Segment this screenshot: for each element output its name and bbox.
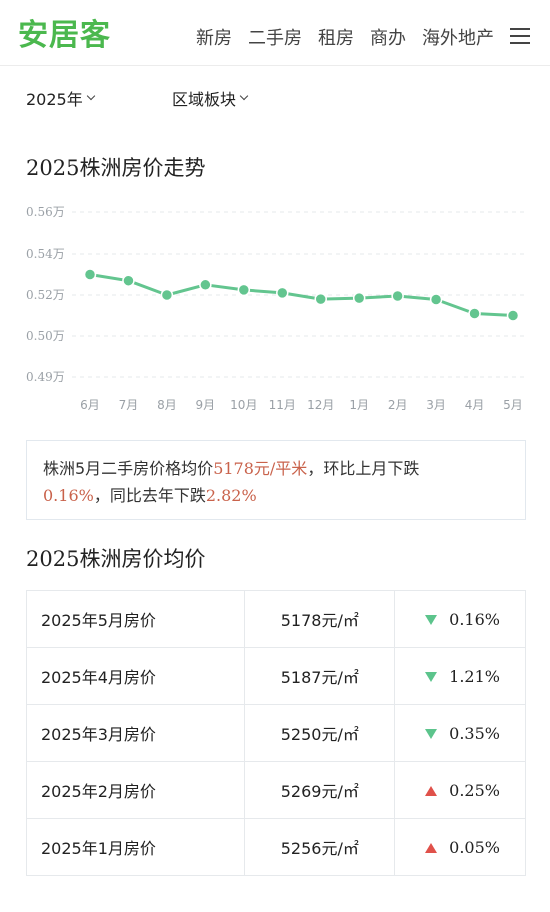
data-point[interactable] [276, 286, 289, 300]
triangle-down-icon [425, 615, 438, 625]
y-tick-label: 0.50万 [26, 329, 65, 343]
table-row[interactable]: 2025年1月房价 5256元/㎡ 0.05% [25, 818, 526, 876]
data-point[interactable] [314, 292, 327, 306]
y-tick-label: 0.49万 [26, 370, 65, 384]
triangle-up-icon [425, 786, 438, 796]
row-change: 0.05% [394, 818, 526, 876]
x-tick-label: 11月 [269, 398, 296, 412]
price-summary: 株洲5月二手房价格均价5178元/平米，环比上月下跌 0.16%，同比去年下跌2… [26, 440, 526, 520]
nav-new-homes[interactable]: 新房 [196, 28, 232, 49]
data-point[interactable] [429, 293, 443, 306]
x-tick-label: 8月 [157, 398, 177, 412]
hamburger-menu-icon[interactable] [510, 28, 530, 44]
row-month-label: 2025年2月房价 [25, 761, 246, 819]
triangle-down-icon [425, 729, 438, 739]
row-change: 0.16% [394, 590, 526, 648]
x-tick-label: 4月 [465, 398, 485, 412]
summary-prefix: 株洲5月二手房价格均价 [43, 459, 214, 478]
row-price: 5250元/㎡ [244, 704, 396, 762]
data-point[interactable] [506, 309, 520, 322]
region-filter-dropdown[interactable]: 区域板块 [172, 86, 249, 110]
row-change: 0.25% [394, 761, 526, 819]
chevron-down-icon [86, 91, 95, 101]
row-month-label: 2025年4月房价 [25, 647, 246, 705]
row-price: 5178元/㎡ [244, 590, 396, 648]
data-point[interactable] [237, 283, 251, 297]
row-month-label: 2025年3月房价 [25, 704, 246, 762]
row-month-label: 2025年1月房价 [25, 818, 246, 876]
row-change-value: 0.25% [449, 780, 500, 800]
x-tick-label: 5月 [503, 398, 523, 412]
x-tick-label: 7月 [119, 398, 139, 412]
x-tick-label: 9月 [196, 398, 216, 412]
data-point[interactable] [122, 274, 135, 287]
nav-commercial[interactable]: 商办 [370, 28, 406, 49]
summary-mid2: ，同比去年下跌 [93, 486, 206, 505]
triangle-up-icon [425, 843, 438, 853]
row-change: 0.35% [394, 704, 526, 762]
triangle-down-icon [425, 672, 438, 682]
x-tick-label: 1月 [349, 398, 369, 412]
x-tick-label: 6月 [80, 398, 100, 412]
table-row[interactable]: 2025年2月房价 5269元/㎡ 0.25% [25, 761, 526, 819]
region-filter-label: 区域板块 [172, 90, 237, 109]
table-row[interactable]: 2025年5月房价 5178元/㎡ 0.16% [25, 590, 526, 648]
anjuke-logo[interactable]: 安居客 [18, 18, 111, 53]
row-change-value: 0.35% [449, 723, 500, 743]
data-point[interactable] [352, 291, 366, 305]
chevron-down-icon [239, 91, 249, 101]
avg-price-section-title: 2025株洲房价均价 [26, 547, 206, 571]
y-tick-label: 0.54万 [26, 247, 65, 261]
row-change: 1.21% [394, 647, 526, 705]
year-filter-dropdown[interactable]: 2025年 [26, 86, 95, 110]
top-nav: 新房 二手房 租房 商办 海外地产 [196, 24, 494, 50]
nav-rent[interactable]: 租房 [318, 28, 354, 49]
table-row[interactable]: 2025年3月房价 5250元/㎡ 0.35% [25, 704, 526, 762]
summary-avg-price: 5178元/平米 [213, 459, 308, 478]
data-point[interactable] [468, 307, 481, 320]
x-tick-label: 12月 [307, 398, 334, 412]
data-point[interactable] [160, 288, 174, 302]
data-point[interactable] [391, 289, 404, 303]
row-price: 5269元/㎡ [244, 761, 396, 819]
row-change-value: 0.05% [449, 837, 500, 857]
year-filter-label: 2025年 [26, 90, 83, 109]
monthly-price-table: 2025年5月房价 5178元/㎡ 0.16% 2025年4月房价 5187元/㎡ 1.2… [25, 590, 526, 876]
summary-mom-change: 0.16% [43, 486, 94, 505]
series-line [89, 273, 514, 317]
x-tick-label: 10月 [230, 398, 257, 412]
site-header: 安居客 新房 二手房 租房 商办 海外地产 [0, 0, 550, 66]
nav-overseas[interactable]: 海外地产 [422, 28, 494, 49]
summary-mid: ，环比上月下跌 [307, 459, 420, 478]
table-row[interactable]: 2025年4月房价 5187元/㎡ 1.21% [25, 647, 526, 705]
row-price: 5187元/㎡ [244, 647, 396, 705]
x-tick-label: 2月 [388, 398, 408, 412]
nav-second-hand[interactable]: 二手房 [248, 28, 302, 49]
price-trend-chart: 0.56万 0.54万 0.52万 0.50万 0.49万 6月 7月 8月 9月 10月 11月 1… [26, 205, 524, 412]
data-point[interactable] [199, 278, 212, 292]
x-tick-label: 3月 [426, 398, 446, 412]
row-change-value: 0.16% [449, 609, 500, 629]
y-tick-label: 0.56万 [26, 205, 65, 219]
trend-section-title: 2025株洲房价走势 [26, 156, 206, 180]
summary-yoy-change: 2.82% [205, 486, 257, 505]
y-tick-label: 0.52万 [26, 288, 65, 302]
row-change-value: 1.21% [449, 666, 500, 686]
row-month-label: 2025年5月房价 [25, 590, 246, 648]
row-price: 5256元/㎡ [244, 818, 396, 876]
data-point[interactable] [83, 268, 97, 281]
